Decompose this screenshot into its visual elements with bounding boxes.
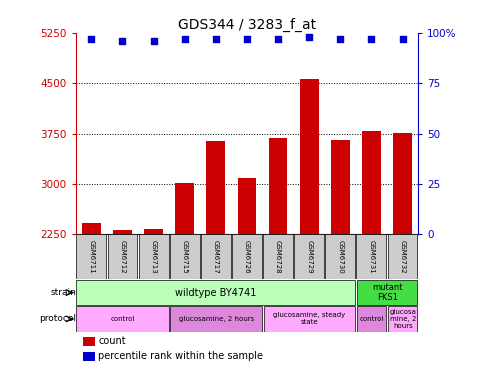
Title: GDS344 / 3283_f_at: GDS344 / 3283_f_at (178, 18, 315, 32)
Bar (76, 306, 168, 332)
Text: protocol: protocol (39, 314, 76, 324)
Text: GSM6713: GSM6713 (150, 240, 156, 274)
Text: GSM6731: GSM6731 (367, 240, 374, 274)
Point (87, 36, 95, 42)
Bar (201, 234, 230, 279)
Point (336, 36, 344, 42)
Bar (76, 280, 354, 305)
Bar (299, 79, 318, 234)
Bar (237, 179, 256, 234)
Point (211, 36, 219, 42)
Point (367, 36, 375, 42)
Bar (387, 234, 417, 279)
Bar (268, 138, 287, 234)
Bar (263, 306, 354, 332)
Point (181, 36, 188, 42)
Bar (82, 223, 101, 234)
Text: GSM6711: GSM6711 (88, 240, 94, 274)
Text: GSM6712: GSM6712 (119, 240, 125, 273)
Bar (356, 306, 386, 332)
Point (274, 36, 282, 42)
Bar (356, 280, 417, 305)
Bar (206, 141, 224, 234)
Bar (82, 352, 95, 361)
Text: GSM6717: GSM6717 (212, 240, 218, 274)
Point (149, 38, 157, 44)
Bar (330, 140, 349, 234)
Bar (392, 133, 411, 234)
Point (243, 36, 250, 42)
Text: strain: strain (50, 288, 76, 297)
Bar (175, 183, 194, 234)
Point (398, 36, 406, 42)
Bar (325, 234, 354, 279)
Bar (294, 234, 324, 279)
Text: GSM6729: GSM6729 (305, 240, 311, 273)
Text: GSM6726: GSM6726 (244, 240, 249, 273)
Bar (113, 230, 132, 234)
Bar (169, 234, 199, 279)
Text: glucosamine, 2 hours: glucosamine, 2 hours (178, 316, 253, 322)
Text: mutant
FKS1: mutant FKS1 (371, 283, 402, 302)
Bar (139, 234, 168, 279)
Text: control: control (110, 316, 134, 322)
Text: GSM6728: GSM6728 (275, 240, 281, 273)
Text: GSM6715: GSM6715 (182, 240, 187, 273)
Bar (263, 234, 292, 279)
Text: count: count (98, 336, 125, 346)
Bar (356, 234, 386, 279)
Point (305, 34, 312, 40)
Bar (76, 234, 106, 279)
Point (118, 38, 126, 44)
Bar (387, 306, 417, 332)
Text: GSM6732: GSM6732 (399, 240, 405, 273)
Text: wildtype BY4741: wildtype BY4741 (175, 288, 256, 298)
Bar (82, 337, 95, 346)
Bar (107, 234, 137, 279)
Bar (144, 229, 163, 234)
Bar (361, 131, 380, 234)
Text: control: control (359, 316, 383, 322)
Text: glucosa
mine, 2
hours: glucosa mine, 2 hours (388, 309, 415, 329)
Text: GSM6730: GSM6730 (337, 240, 343, 274)
Bar (231, 234, 262, 279)
Bar (170, 306, 262, 332)
Text: percentile rank within the sample: percentile rank within the sample (98, 351, 263, 361)
Text: glucosamine, steady
state: glucosamine, steady state (273, 313, 345, 325)
